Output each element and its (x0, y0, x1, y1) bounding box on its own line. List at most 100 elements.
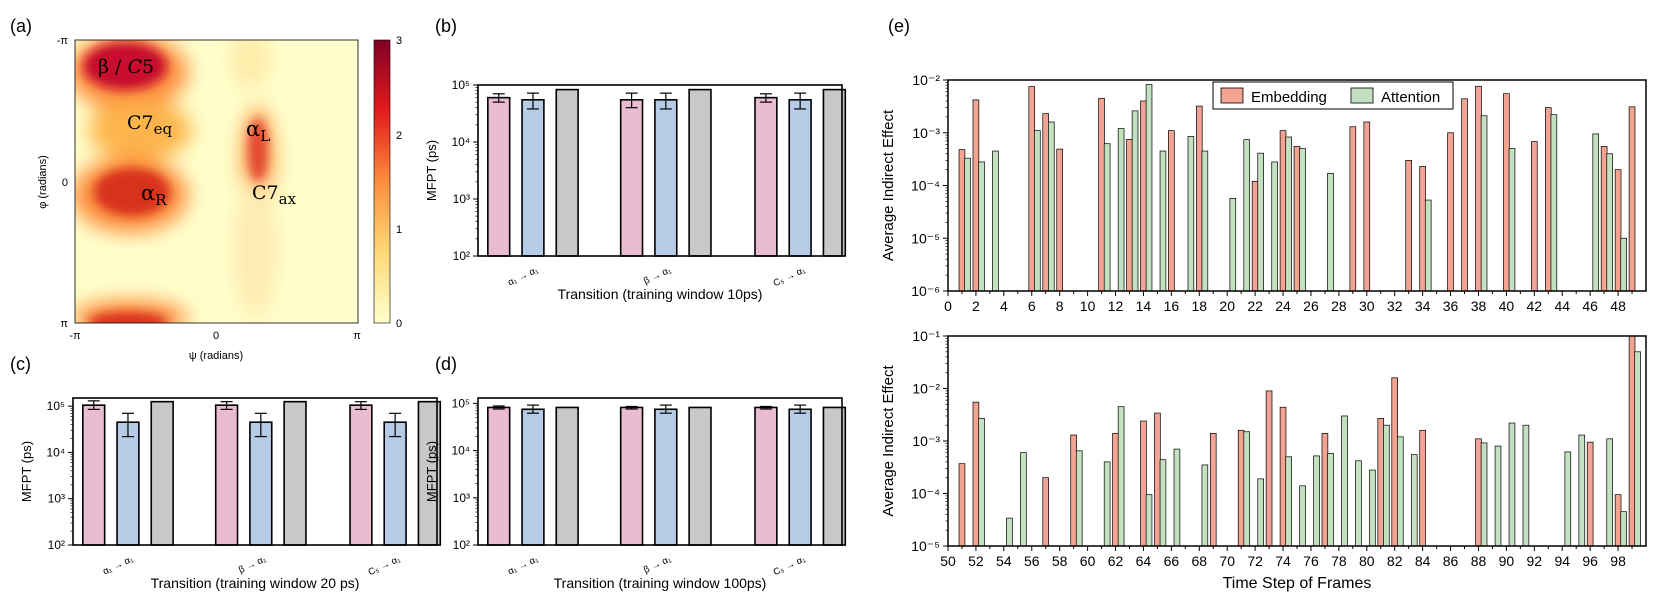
ylabel-b: MFPT (ps) (424, 140, 439, 201)
bar-e-bottom-1-25 (1522, 424, 1530, 547)
bar-e-bottom-0-17 (1614, 494, 1622, 547)
bar-c-0-1 (116, 421, 140, 546)
heatmap-annotation-c7ax: C7ax (252, 182, 297, 208)
bar-e-bottom-1-19 (1383, 424, 1390, 547)
colorbar-tick-3: 3 (396, 35, 402, 47)
ytick-label-d: 10⁴ (451, 444, 470, 458)
bar-c-1-0 (214, 404, 239, 546)
bar-e-top-1-19 (1424, 199, 1432, 292)
bar-e-bottom-1-30 (1634, 351, 1641, 547)
xtick-label-e-bottom: 92 (1527, 553, 1543, 569)
xtick-label-e-bottom: 52 (968, 553, 984, 569)
bar-e-top-0-16 (1419, 166, 1426, 292)
colorbar-tick-0: 0 (396, 318, 402, 330)
ytick-label-e-bottom: 10⁻⁴ (911, 486, 940, 502)
bar-e-top-1-16 (1285, 136, 1292, 292)
bar-e-bottom-0-0 (958, 463, 966, 547)
bar-e-top-1-3 (1034, 130, 1041, 292)
bar-e-top-1-11 (1201, 150, 1209, 292)
bar-c-1-2 (283, 400, 307, 546)
legend-swatch-attention (1350, 87, 1374, 104)
legend-box (1212, 81, 1454, 110)
bar-e-bottom-0-8 (1237, 429, 1245, 547)
xtick-label-e-bottom: 72 (1247, 553, 1263, 569)
bar-e-top-1-7 (1131, 110, 1139, 292)
xtick-label-e-bottom: 58 (1052, 553, 1068, 569)
panel-label-a: (a) (10, 16, 32, 36)
heatmap-annotation-beta-c5: β / C5 (98, 56, 154, 78)
xtick-label-e-bottom: 62 (1108, 553, 1124, 569)
bar-e-top-1-9 (1159, 150, 1167, 292)
bar-e-top-0-20 (1503, 93, 1510, 292)
xtick-label-e-bottom: 80 (1359, 553, 1375, 569)
heatmap-y-ticks: -π 0 π (57, 35, 69, 330)
xtick-label-e-top: 18 (1191, 298, 1207, 314)
bar-e-bottom-1-9 (1201, 464, 1209, 547)
bar-e-top-0-1 (972, 99, 980, 292)
bar-e-top-1-0 (964, 157, 971, 292)
xtick-label-e-top: 48 (1610, 298, 1626, 314)
heatmap-annotation-alphaR: αR (141, 181, 167, 209)
bar-e-top-1-21 (1508, 148, 1516, 292)
bar-e-bottom-0-5 (1140, 420, 1147, 547)
xtick-label-e-top: 32 (1387, 298, 1403, 314)
bar-e-bottom-1-8 (1173, 448, 1181, 547)
density-alphaL-core (248, 118, 268, 182)
bar-e-bottom-1-5 (1117, 406, 1125, 547)
category-label-c: C₅ → α₁ (367, 554, 403, 578)
density-alphaR-core (94, 168, 170, 216)
bar-e-top-0-19 (1475, 85, 1482, 292)
frame-c (72, 397, 438, 546)
xtick-label-e-top: 26 (1303, 298, 1319, 314)
bar-e-bottom-1-27 (1578, 434, 1586, 547)
bar-e-bottom-1-4 (1103, 461, 1111, 547)
bar-e-bottom-1-28 (1606, 438, 1613, 547)
bar-e-bottom-0-2 (1042, 477, 1050, 547)
bar-e-top-1-8 (1145, 84, 1153, 292)
heatmap-xtick-right: π (353, 330, 361, 342)
colorbar-tick-2: 2 (396, 130, 402, 142)
legend: Embedding Attention (1212, 81, 1454, 110)
frame-e-bottom (947, 335, 1647, 547)
xtick-label-e-bottom: 98 (1610, 553, 1626, 569)
bar-panel-c: 10² 10³ 10⁴ 10⁵ α₁ → α₁ β → α₁ C₅ → α₁ Transiti… (19, 397, 442, 591)
bar-e-bottom-1-23 (1494, 445, 1502, 547)
bar-e-bottom-0-4 (1112, 432, 1119, 547)
xtick-label-e-top: 40 (1499, 298, 1515, 314)
bar-e-bottom-0-1 (972, 401, 980, 547)
bar-e-top-0-4 (1056, 148, 1063, 292)
bar-e-top-0-10 (1251, 180, 1259, 292)
density-c7eq-region (88, 100, 192, 160)
colorbar-gradient (373, 39, 391, 324)
xlabel-b: Transition (training window 10ps) (558, 286, 763, 302)
heatmap-x-ticks: -π 0 π (69, 330, 361, 342)
ytick-label-c: 10² (48, 538, 65, 552)
bar-b-0-1 (521, 98, 545, 257)
bar-b-1-1 (654, 98, 678, 257)
bar-e-bottom-0-10 (1279, 406, 1287, 547)
xtick-label-e-bottom: 54 (996, 553, 1012, 569)
bar-e-top-1-12 (1229, 198, 1237, 292)
density-band (233, 180, 277, 320)
xtick-label-e-top: 16 (1164, 298, 1180, 314)
bar-e-top-0-14 (1363, 121, 1371, 292)
ytick-label-b: 10³ (453, 192, 470, 206)
bar-d-1-2 (688, 406, 712, 546)
colorbar-tick-1: 1 (396, 224, 402, 236)
bar-e-top-0-7 (1140, 100, 1147, 292)
xtick-label-e-bottom: 90 (1499, 553, 1515, 569)
bar-e-top-1-13 (1243, 139, 1251, 292)
xtick-label-e-top: 42 (1527, 298, 1543, 314)
xtick-label-e-top: 22 (1247, 298, 1263, 314)
xtick-label-e-bottom: 82 (1387, 553, 1403, 569)
bar-d-2-1 (788, 408, 812, 546)
heatmap-plot (74, 39, 359, 324)
bar-b-1-0 (619, 98, 644, 257)
bar-e-top-1-15 (1271, 161, 1278, 292)
legend-label-attention: Attention (1381, 89, 1440, 106)
bar-panel-d: 10² 10³ 10⁴ 10⁵ α₁ → α₁ β → α₁ C₅ → α₁ Transiti… (424, 396, 847, 591)
bar-e-bottom-1-22 (1480, 442, 1488, 547)
category-label-d: α₁ → α₁ (506, 554, 540, 578)
ytick-label-e-top: 10⁻⁵ (911, 230, 940, 246)
